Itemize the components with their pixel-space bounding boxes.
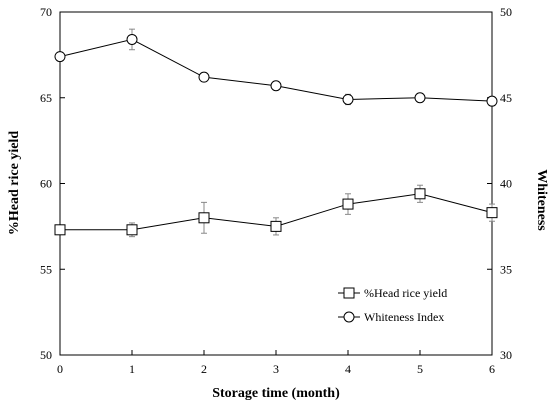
y-axis-right-title: Whiteness: [534, 169, 549, 231]
y-axis-left: 50 55 60 65 70: [40, 5, 65, 362]
data-point: [126, 33, 138, 45]
series-head-rice-yield: [54, 184, 498, 238]
x-tick-label: 3: [273, 362, 279, 376]
series-line: [59, 38, 493, 102]
legend-item-whiteness-index: Whiteness Index: [338, 310, 444, 324]
y-left-tick-label: 60: [40, 177, 52, 191]
legend-label: Whiteness Index: [364, 310, 444, 324]
series-layer: [54, 28, 498, 238]
y-right-tick-label: 45: [500, 91, 512, 105]
y-left-tick-label: 50: [40, 348, 52, 362]
data-point: [126, 224, 138, 236]
legend-item-head-rice-yield: %Head rice yield: [338, 286, 447, 300]
y-right-tick-label: 35: [500, 262, 512, 276]
data-point: [270, 220, 282, 232]
y-left-tick-label: 55: [40, 262, 52, 276]
x-tick-label: 5: [417, 362, 423, 376]
legend-label: %Head rice yield: [364, 286, 447, 300]
circle-marker-icon: [343, 311, 355, 323]
square-marker-icon: [343, 287, 355, 299]
y-right-tick-label: 50: [500, 5, 512, 19]
y-right-tick-label: 40: [500, 177, 512, 191]
series-whiteness-index: [54, 28, 498, 107]
data-point: [54, 51, 66, 63]
y-left-tick-label: 65: [40, 91, 52, 105]
data-point: [486, 95, 498, 107]
y-axis-left-title: %Head rice yield: [7, 131, 22, 235]
data-point: [270, 80, 282, 92]
x-tick-label: 6: [489, 362, 495, 376]
legend: %Head rice yield Whiteness Index: [338, 286, 447, 324]
data-point: [414, 92, 426, 104]
x-axis-title: Storage time (month): [212, 386, 340, 401]
x-tick-label: 1: [129, 362, 135, 376]
x-tick-label: 0: [57, 362, 63, 376]
data-point: [486, 207, 498, 219]
data-point: [54, 224, 66, 236]
y-right-tick-label: 30: [500, 348, 512, 362]
data-point: [198, 71, 210, 83]
data-point: [342, 93, 354, 105]
y-axis-right: 30 35 40 45 50: [487, 5, 512, 362]
data-point: [342, 198, 354, 210]
plot-frame: [59, 11, 493, 356]
x-tick-label: 2: [201, 362, 207, 376]
x-tick-label: 4: [345, 362, 351, 376]
y-left-tick-label: 70: [40, 5, 52, 19]
x-axis: 0 1 2 3 4 5 6: [57, 350, 495, 376]
data-point: [198, 212, 210, 224]
data-point: [414, 188, 426, 200]
